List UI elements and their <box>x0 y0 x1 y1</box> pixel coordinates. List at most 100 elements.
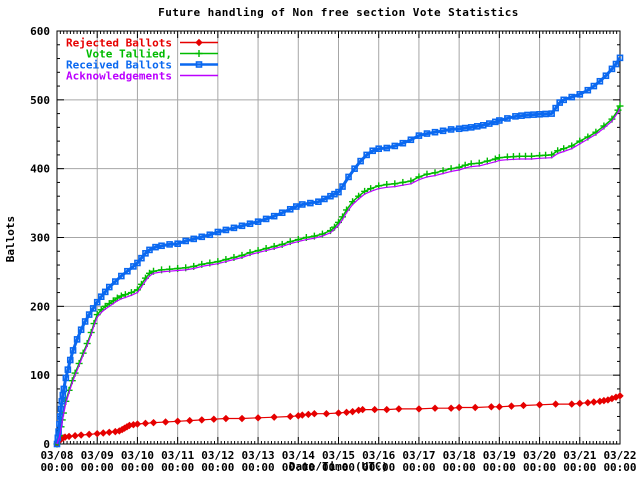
data-point-marker-square <box>439 127 447 135</box>
data-point-marker-square <box>524 111 531 119</box>
data-point-marker-square <box>602 72 610 80</box>
data-point-marker-square <box>339 183 346 190</box>
data-point-marker-diamond <box>535 401 544 409</box>
data-point-marker-square <box>138 254 145 262</box>
data-point-marker-square <box>399 139 407 147</box>
data-point-marker-diamond <box>133 420 142 428</box>
data-point-marker-diamond <box>551 400 560 408</box>
data-point-marker-diamond <box>141 419 150 428</box>
data-point-marker-square <box>195 61 203 68</box>
x-tick-label-time: 00:00 <box>40 461 73 474</box>
data-point-marker-diamond <box>105 428 113 437</box>
data-point-marker-square <box>62 374 70 382</box>
data-point-marker-square <box>174 240 181 247</box>
data-point-marker-square <box>479 122 487 129</box>
y-tick-label: 300 <box>30 232 50 245</box>
data-point-marker-square <box>97 293 105 300</box>
x-tick-label-date: 03/19 <box>483 449 516 462</box>
data-point-marker-square <box>616 54 624 62</box>
y-tick-label: 600 <box>30 25 50 38</box>
data-point-marker-square <box>292 203 300 210</box>
x-axis-label: Date/Time (UTC) <box>288 460 389 473</box>
legend-label: Rejected Ballots <box>66 37 172 50</box>
data-point-marker-square <box>461 124 469 132</box>
x-tick-label-time: 00:00 <box>282 461 315 474</box>
data-point-marker-square <box>112 278 119 285</box>
data-point-marker-diamond <box>519 401 528 410</box>
data-point-marker-square <box>58 398 66 405</box>
x-tick-label-time: 00:00 <box>563 461 596 474</box>
data-point-marker-diamond <box>298 411 307 419</box>
data-point-marker-diamond <box>65 432 73 441</box>
data-point-marker-diamond <box>198 416 206 424</box>
data-point-marker-diamond <box>383 405 391 414</box>
data-point-marker-square <box>69 347 77 354</box>
y-tick-label: 0 <box>43 438 50 451</box>
series-line-acknowledgements <box>56 107 621 445</box>
data-point-marker-diamond <box>495 403 504 411</box>
data-point-marker-square <box>198 233 206 241</box>
data-point-marker-square <box>270 212 278 220</box>
data-point-marker-square <box>512 113 519 120</box>
x-tick-label-time: 00:00 <box>322 461 355 474</box>
x-tick-label-date: 03/20 <box>523 449 556 462</box>
data-point-marker-square <box>351 165 358 172</box>
data-point-marker-diamond <box>304 410 313 419</box>
data-point-marker-square <box>60 385 68 393</box>
data-point-marker-diamond <box>487 403 496 411</box>
data-point-marker-square <box>407 136 415 144</box>
data-point-marker-square <box>134 259 141 267</box>
data-point-marker-diamond <box>254 414 262 422</box>
x-tick-label-date: 03/17 <box>402 449 435 462</box>
data-point-marker-diamond <box>210 415 218 423</box>
data-point-marker-diamond <box>616 392 624 400</box>
data-point-marker-square <box>142 250 149 257</box>
data-point-marker-square <box>447 126 455 133</box>
x-tick-label-time: 00:00 <box>483 461 516 474</box>
data-point-marker-square <box>101 288 109 296</box>
data-point-marker-square <box>345 173 352 181</box>
data-point-marker-diamond <box>185 416 194 425</box>
data-point-marker-square <box>190 235 198 243</box>
x-tick-label-time: 00:00 <box>121 461 154 474</box>
data-point-marker-diamond <box>431 404 439 412</box>
data-point-marker-diamond <box>455 403 463 412</box>
data-point-marker-diamond <box>222 414 230 423</box>
data-point-marker-square <box>552 104 559 112</box>
data-point-marker-diamond <box>161 418 170 426</box>
data-point-marker-square <box>431 128 439 136</box>
y-tick-label: 200 <box>30 300 50 313</box>
data-point-marker-square <box>596 77 604 85</box>
data-point-marker-square <box>64 366 72 373</box>
data-point-marker-diamond <box>370 405 379 414</box>
x-tick-label-time: 00:00 <box>242 461 275 474</box>
data-point-marker-square <box>246 220 254 228</box>
data-point-marker-square <box>262 215 270 223</box>
data-point-marker-square <box>206 231 214 239</box>
data-point-marker-square <box>77 326 85 334</box>
x-tick-label-date: 03/13 <box>242 449 275 462</box>
data-point-marker-square <box>560 96 568 104</box>
data-point-marker-square <box>57 405 65 413</box>
x-tick-label-time: 00:00 <box>402 461 435 474</box>
data-point-marker-diamond <box>568 400 576 408</box>
data-point-marker-square <box>335 188 342 196</box>
data-point-marker-diamond <box>358 405 367 414</box>
x-tick-label-time: 00:00 <box>201 461 234 474</box>
y-tick-label: 400 <box>30 163 50 176</box>
x-tick-label-time: 00:00 <box>443 461 476 474</box>
data-point-marker-square <box>391 142 399 150</box>
data-point-marker-diamond <box>584 398 592 407</box>
data-point-marker-square <box>357 157 364 165</box>
x-tick-label-date: 03/14 <box>282 449 315 462</box>
x-tick-label-date: 03/22 <box>603 449 636 462</box>
data-point-marker-square <box>568 93 576 101</box>
data-point-marker-diamond <box>93 429 101 438</box>
data-point-marker-square <box>363 151 370 159</box>
data-point-marker-diamond <box>99 429 107 437</box>
data-point-marker-square <box>612 60 620 68</box>
legend-label: Acknowledgements <box>66 70 172 83</box>
data-point-marker-diamond <box>77 431 85 439</box>
data-point-marker-square <box>238 222 246 230</box>
